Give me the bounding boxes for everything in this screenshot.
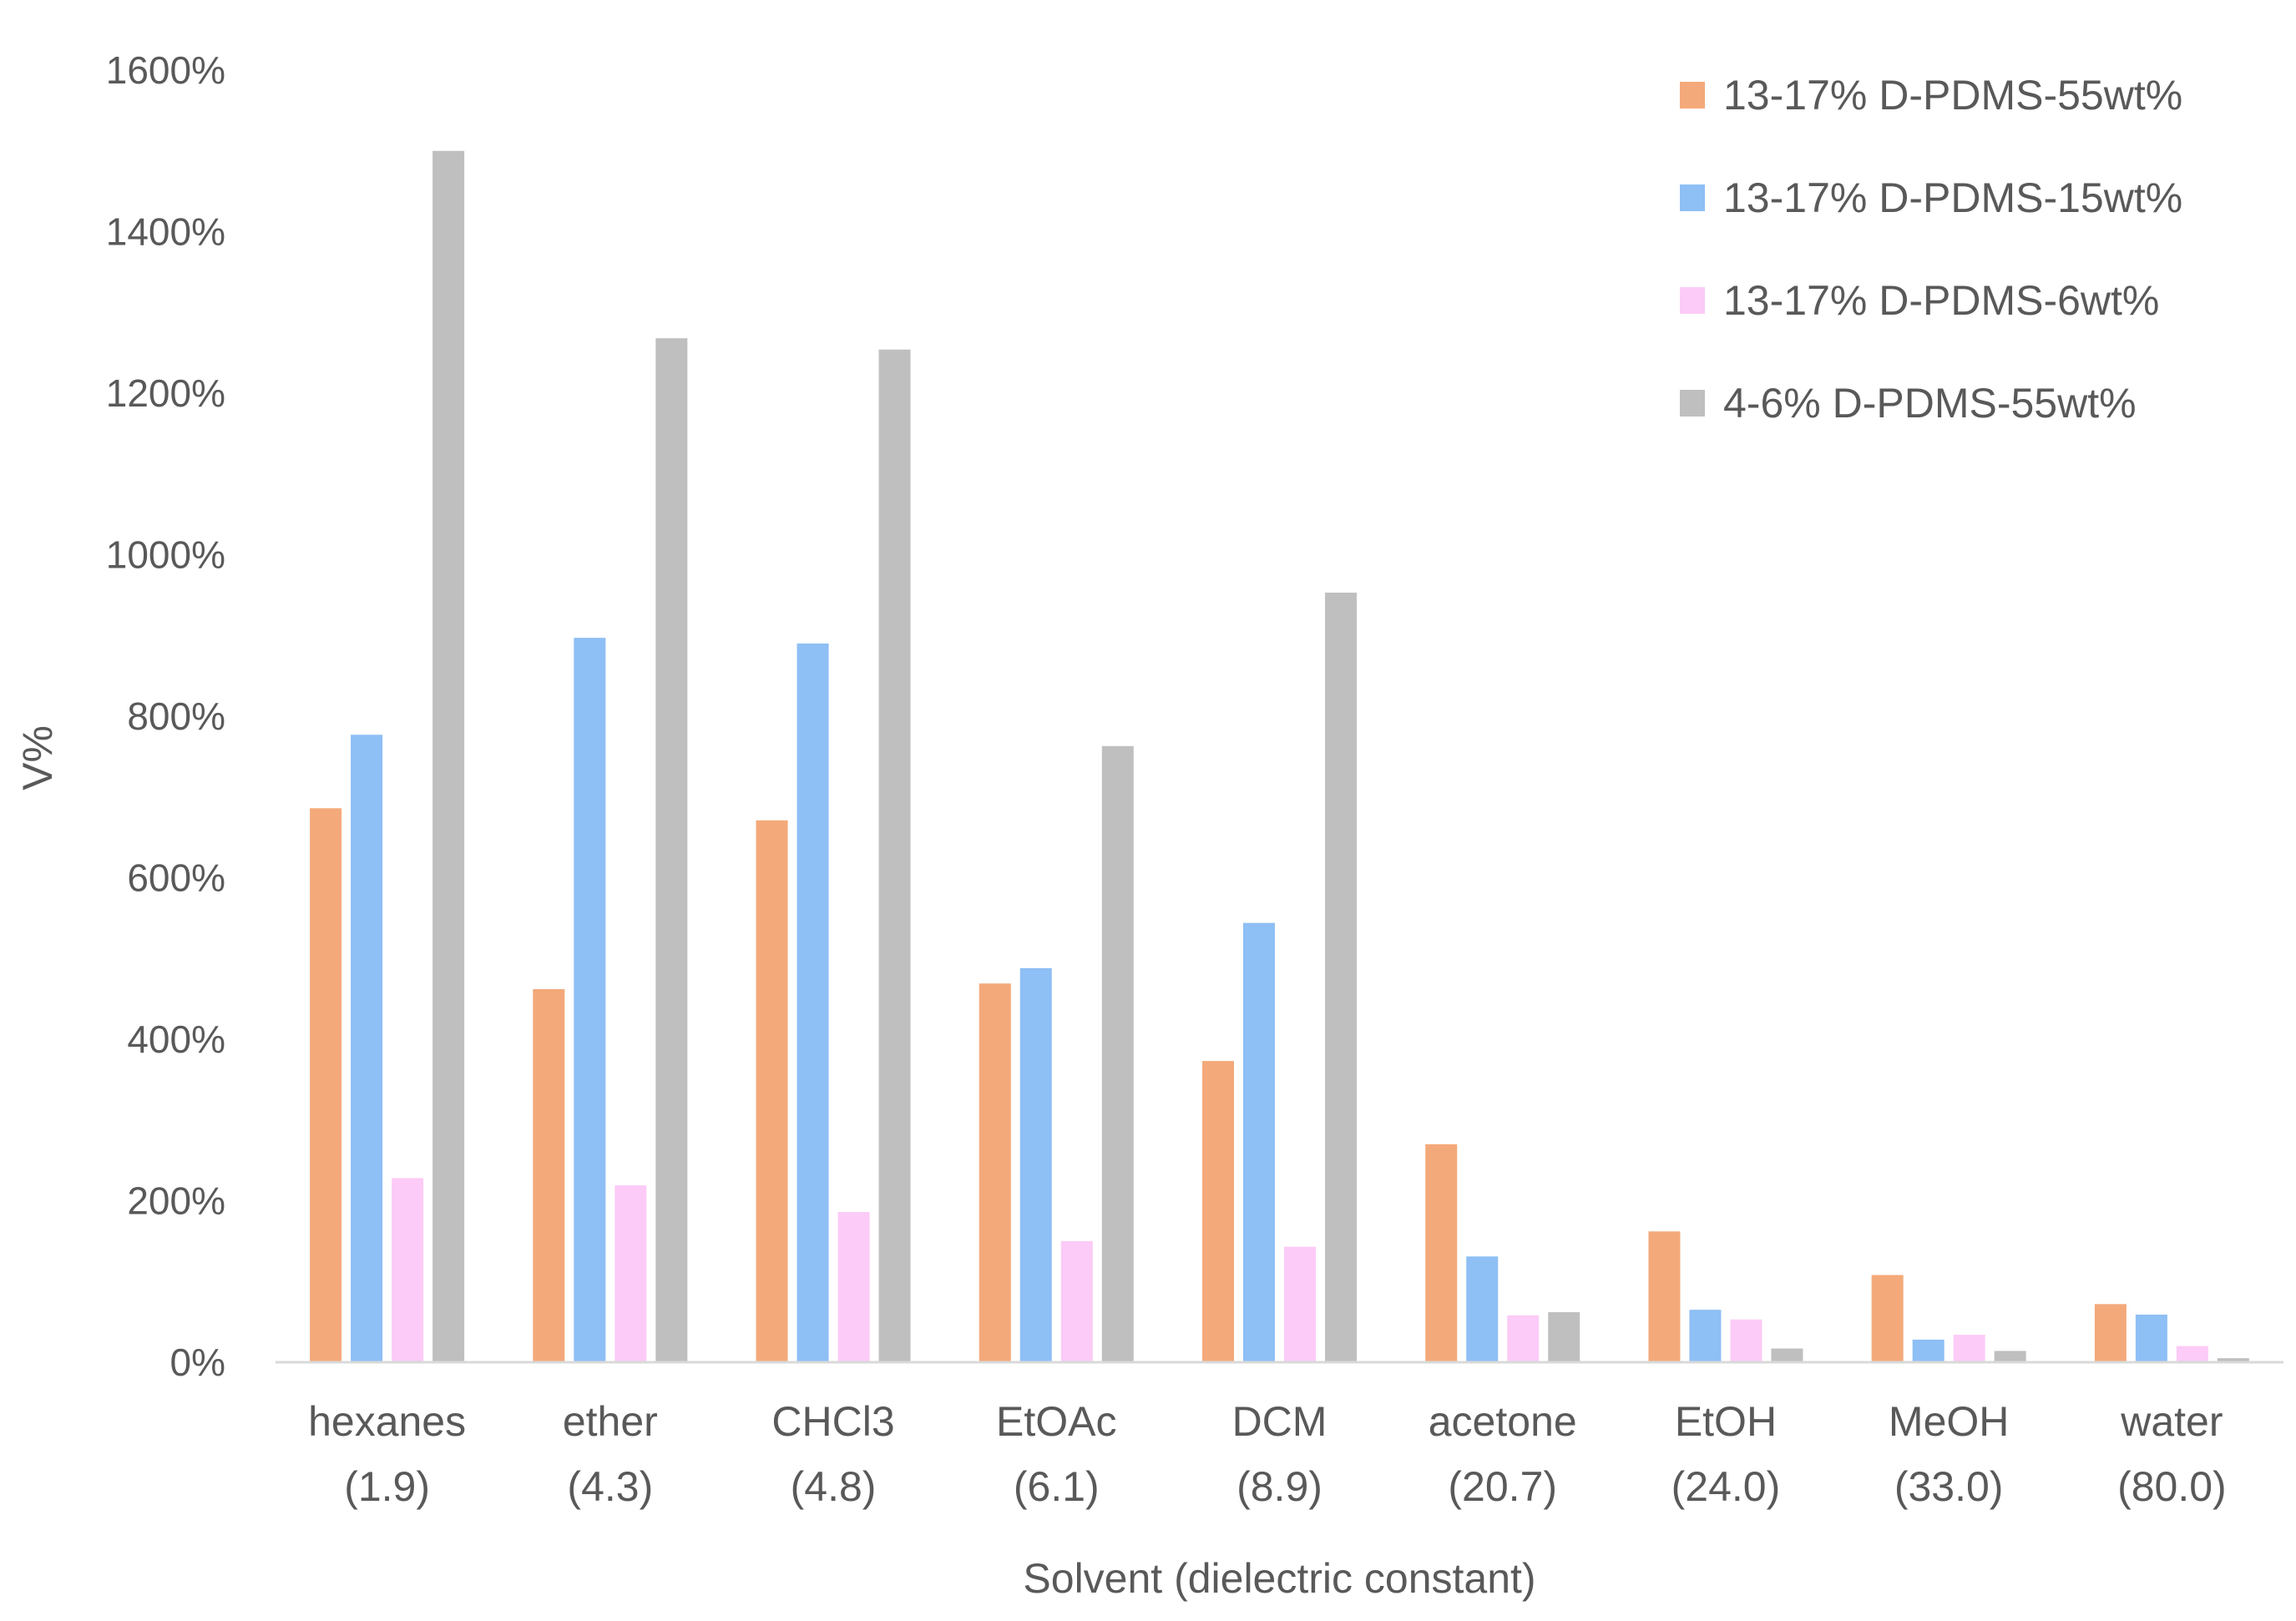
bar-chcl3-series-4 [878, 349, 911, 1362]
x-axis-labels: hexanes (1.9) ether (4.3) CHCl3 (4.8) EtOAc (6.… [308, 1398, 2227, 1510]
legend-label-2: 13-17% D-PDMS-15wt% [1723, 174, 2182, 221]
x-axis-title: Solvent (dielectric constant) [1023, 1555, 1535, 1602]
legend-swatch-3 [1680, 287, 1705, 314]
bar-dcm-series-4 [1325, 592, 1357, 1362]
y-axis-ticks: 0% 200% 400% 600% 800% 1000% 1200% 1400% 1600% [106, 48, 225, 1384]
bar-water-series-4 [2217, 1358, 2249, 1362]
x-tick-sublabel-hexanes: (1.9) [344, 1463, 430, 1510]
bar-water-series-1 [2094, 1304, 2127, 1362]
bar-hexanes-series-4 [432, 150, 465, 1362]
bar-acetone-series-3 [1507, 1315, 1540, 1362]
bar-water-series-3 [2176, 1346, 2208, 1362]
y-tick-label-400: 400% [127, 1018, 225, 1061]
bar-meoh-series-1 [1871, 1275, 1904, 1362]
y-tick-label-600: 600% [127, 856, 225, 900]
bar-etoac-series-2 [1019, 967, 1052, 1362]
bar-etoac-series-3 [1060, 1240, 1093, 1362]
bar-ether-series-4 [655, 338, 688, 1363]
bar-hexanes-series-1 [310, 808, 342, 1362]
x-tick-sublabel-etoh: (24.0) [1671, 1463, 1781, 1510]
y-tick-label-800: 800% [127, 694, 225, 738]
bar-etoh-series-1 [1648, 1231, 1681, 1362]
x-tick-sublabel-meoh: (33.0) [1894, 1463, 2004, 1510]
x-tick-label-etoac: EtOAc [996, 1398, 1116, 1445]
x-tick-sublabel-ether: (4.3) [567, 1463, 653, 1510]
x-tick-label-hexanes: hexanes [308, 1398, 466, 1445]
bar-acetone-series-2 [1466, 1256, 1499, 1362]
legend-label-3: 13-17% D-PDMS-6wt% [1723, 277, 2159, 324]
bar-chcl3-series-1 [756, 820, 788, 1362]
x-tick-label-meoh: MeOH [1889, 1398, 2009, 1445]
bar-dcm-series-2 [1243, 922, 1275, 1362]
x-tick-label-dcm: DCM [1232, 1398, 1328, 1445]
bar-meoh-series-2 [1912, 1339, 1945, 1362]
y-tick-label-200: 200% [127, 1179, 225, 1223]
x-tick-sublabel-water: (80.0) [2117, 1463, 2227, 1510]
legend-swatch-1 [1680, 82, 1705, 109]
bar-acetone-series-4 [1548, 1312, 1580, 1362]
y-tick-label-1200: 1200% [106, 371, 225, 415]
bar-etoh-series-2 [1689, 1310, 1722, 1362]
bar-etoh-series-3 [1730, 1319, 1762, 1362]
x-tick-sublabel-chcl3: (4.8) [791, 1463, 877, 1510]
x-tick-label-acetone: acetone [1429, 1398, 1577, 1445]
bar-chcl3-series-2 [797, 643, 829, 1362]
bar-dcm-series-1 [1202, 1061, 1234, 1362]
bar-acetone-series-1 [1425, 1144, 1458, 1362]
x-tick-label-water: water [2120, 1398, 2223, 1445]
bar-chcl3-series-3 [837, 1212, 870, 1362]
bar-dcm-series-3 [1284, 1246, 1316, 1362]
y-tick-label-0: 0% [170, 1341, 225, 1384]
legend-swatch-2 [1680, 184, 1705, 211]
bar-etoac-series-1 [979, 983, 1011, 1362]
x-tick-label-etoh: EtOH [1675, 1398, 1777, 1445]
x-tick-sublabel-dcm: (8.9) [1237, 1463, 1322, 1510]
y-tick-label-1600: 1600% [106, 48, 225, 92]
bars [310, 150, 2249, 1363]
bar-water-series-2 [2135, 1314, 2167, 1362]
legend-label-1: 13-17% D-PDMS-55wt% [1723, 72, 2182, 119]
bar-ether-series-3 [614, 1185, 647, 1362]
y-tick-label-1000: 1000% [106, 533, 225, 577]
bar-ether-series-1 [533, 989, 565, 1362]
legend-label-4: 4-6% D-PDMS-55wt% [1723, 380, 2137, 427]
bar-etoh-series-4 [1771, 1348, 1803, 1362]
bar-meoh-series-3 [1953, 1335, 1985, 1362]
bar-ether-series-2 [574, 638, 606, 1362]
x-tick-sublabel-acetone: (20.7) [1448, 1463, 1557, 1510]
legend-swatch-4 [1680, 390, 1705, 417]
x-tick-label-ether: ether [563, 1398, 658, 1445]
x-tick-sublabel-etoac: (6.1) [1014, 1463, 1100, 1510]
bar-hexanes-series-3 [392, 1178, 424, 1362]
y-tick-label-1400: 1400% [106, 210, 225, 254]
legend: 13-17% D-PDMS-55wt% 13-17% D-PDMS-15wt% 13… [1680, 72, 2182, 427]
y-axis-title: V% [14, 725, 61, 790]
bar-meoh-series-4 [1994, 1351, 2026, 1362]
bar-hexanes-series-2 [351, 735, 383, 1362]
x-tick-label-chcl3: CHCl3 [771, 1398, 894, 1445]
bar-etoac-series-4 [1101, 745, 1134, 1362]
